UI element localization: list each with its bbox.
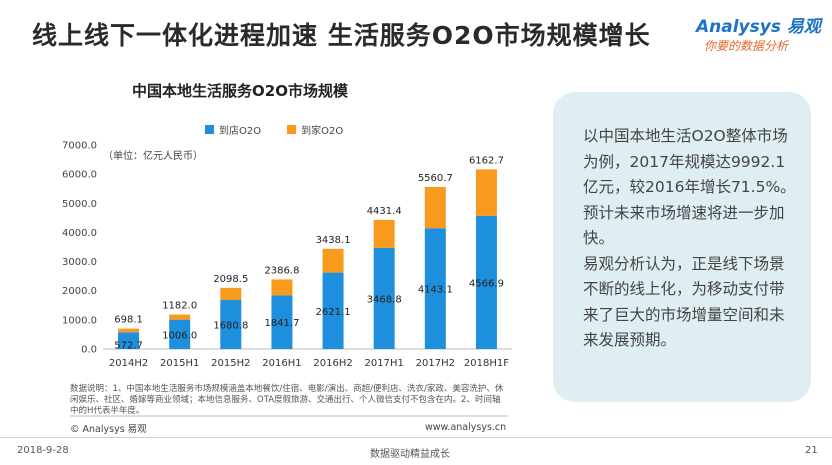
bar-store-o2o <box>118 332 140 349</box>
y-tick-label: 6000.0 <box>62 170 97 181</box>
bar-home-o2o <box>475 169 497 216</box>
bar-home-o2o <box>424 186 446 229</box>
footer-date: 2018-9-28 <box>17 445 69 456</box>
unit-label: （单位：亿元人民币） <box>103 151 203 162</box>
bar-home-o2o <box>271 279 293 296</box>
legend-swatch-store <box>205 125 214 134</box>
data-label-store: 1841.7 <box>264 318 299 329</box>
footer-divider <box>0 437 832 438</box>
legend-item-home: 到家O2O <box>287 122 343 137</box>
website-link[interactable]: www.analysys.cn <box>425 422 507 433</box>
data-label-store: 1006.0 <box>162 330 197 341</box>
chart-legend: 到店O2O 到家O2O <box>205 122 343 137</box>
data-note: 数据说明：1、中国本地生活服务市场规模涵盖本地餐饮/住宿、电影/演出、商超/便利… <box>70 384 504 416</box>
data-label-store: 1680.8 <box>213 321 248 332</box>
y-tick-label: 7000.0 <box>62 141 97 152</box>
page-number: 21 <box>805 445 818 456</box>
bar-store-o2o <box>169 319 191 349</box>
brand-logo: Analysys 易观 你要的数据分析 <box>696 12 821 56</box>
page-title: 线上线下一体化进程加速 生活服务O2O市场规模增长 <box>32 21 651 50</box>
data-label-store: 572.7 <box>114 340 143 351</box>
x-tick-label: 2016H2 <box>313 358 352 369</box>
insight-paragraph-2: 易观分析认为，正是线下场景不断的线上化，为移动支付带来了巨大的市场增量空间和未来… <box>583 254 785 350</box>
legend-item-store: 到店O2O <box>205 122 261 137</box>
x-tick-label: 2017H1 <box>365 358 404 369</box>
x-tick-label: 2015H2 <box>211 358 250 369</box>
data-label-total: 1182.0 <box>162 301 197 312</box>
data-label-total: 4431.4 <box>367 206 402 217</box>
bar-home-o2o <box>322 248 344 273</box>
legend-label-home: 到家O2O <box>301 126 344 137</box>
bar-home-o2o <box>118 328 140 333</box>
data-label-total: 2386.8 <box>264 265 299 276</box>
x-tick-label: 2018H1F <box>464 358 509 369</box>
chart-title: 中国本地生活服务O2O市场规模 <box>132 82 348 100</box>
data-label-total: 5560.7 <box>418 173 453 184</box>
y-tick-label: 5000.0 <box>62 199 97 210</box>
bar-store-o2o <box>220 300 242 349</box>
bar-store-o2o <box>424 228 446 349</box>
data-label-store: 4566.9 <box>469 278 504 289</box>
data-label-store: 2621.1 <box>316 307 351 318</box>
data-label-total: 698.1 <box>114 315 143 326</box>
bar-home-o2o <box>373 219 395 248</box>
x-tick-label: 2016H1 <box>262 358 301 369</box>
x-tick-label: 2014H2 <box>109 358 148 369</box>
data-label-total: 3438.1 <box>316 235 351 246</box>
brand-tagline: 你要的数据分析 <box>704 39 789 53</box>
insight-paragraph-1: 以中国本地生活O2O整体市场为例，2017年规模达9992.1亿元，较2016年… <box>583 127 796 247</box>
data-label-total: 6162.7 <box>469 155 504 166</box>
legend-label-store: 到店O2O <box>219 126 262 137</box>
x-tick-label: 2015H1 <box>160 358 199 369</box>
y-tick-label: 0.0 <box>81 345 97 356</box>
bar-home-o2o <box>220 287 242 301</box>
legend-swatch-home <box>287 125 297 134</box>
brand-name: Analysys 易观 <box>696 17 821 37</box>
insight-text: 以中国本地生活O2O整体市场为例，2017年规模达9992.1亿元，较2016年… <box>583 124 798 354</box>
data-label-store: 3468.8 <box>367 294 402 305</box>
copyright: © Analysys 易观 <box>70 424 147 435</box>
footer-slogan: 数据驱动精益成长 <box>370 449 450 460</box>
y-tick-label: 1000.0 <box>62 315 97 326</box>
data-label-store: 4143.1 <box>418 285 453 296</box>
y-tick-label: 2000.0 <box>62 286 97 297</box>
bar-store-o2o <box>475 215 497 349</box>
bar-store-o2o <box>271 295 293 349</box>
y-tick-label: 3000.0 <box>62 257 97 268</box>
bar-store-o2o <box>373 247 395 349</box>
y-tick-label: 4000.0 <box>62 228 97 239</box>
data-label-total: 2098.5 <box>213 274 248 285</box>
bar-home-o2o <box>169 314 191 320</box>
x-tick-label: 2017H2 <box>416 358 455 369</box>
insight-panel <box>553 92 811 402</box>
bar-store-o2o <box>322 272 344 349</box>
